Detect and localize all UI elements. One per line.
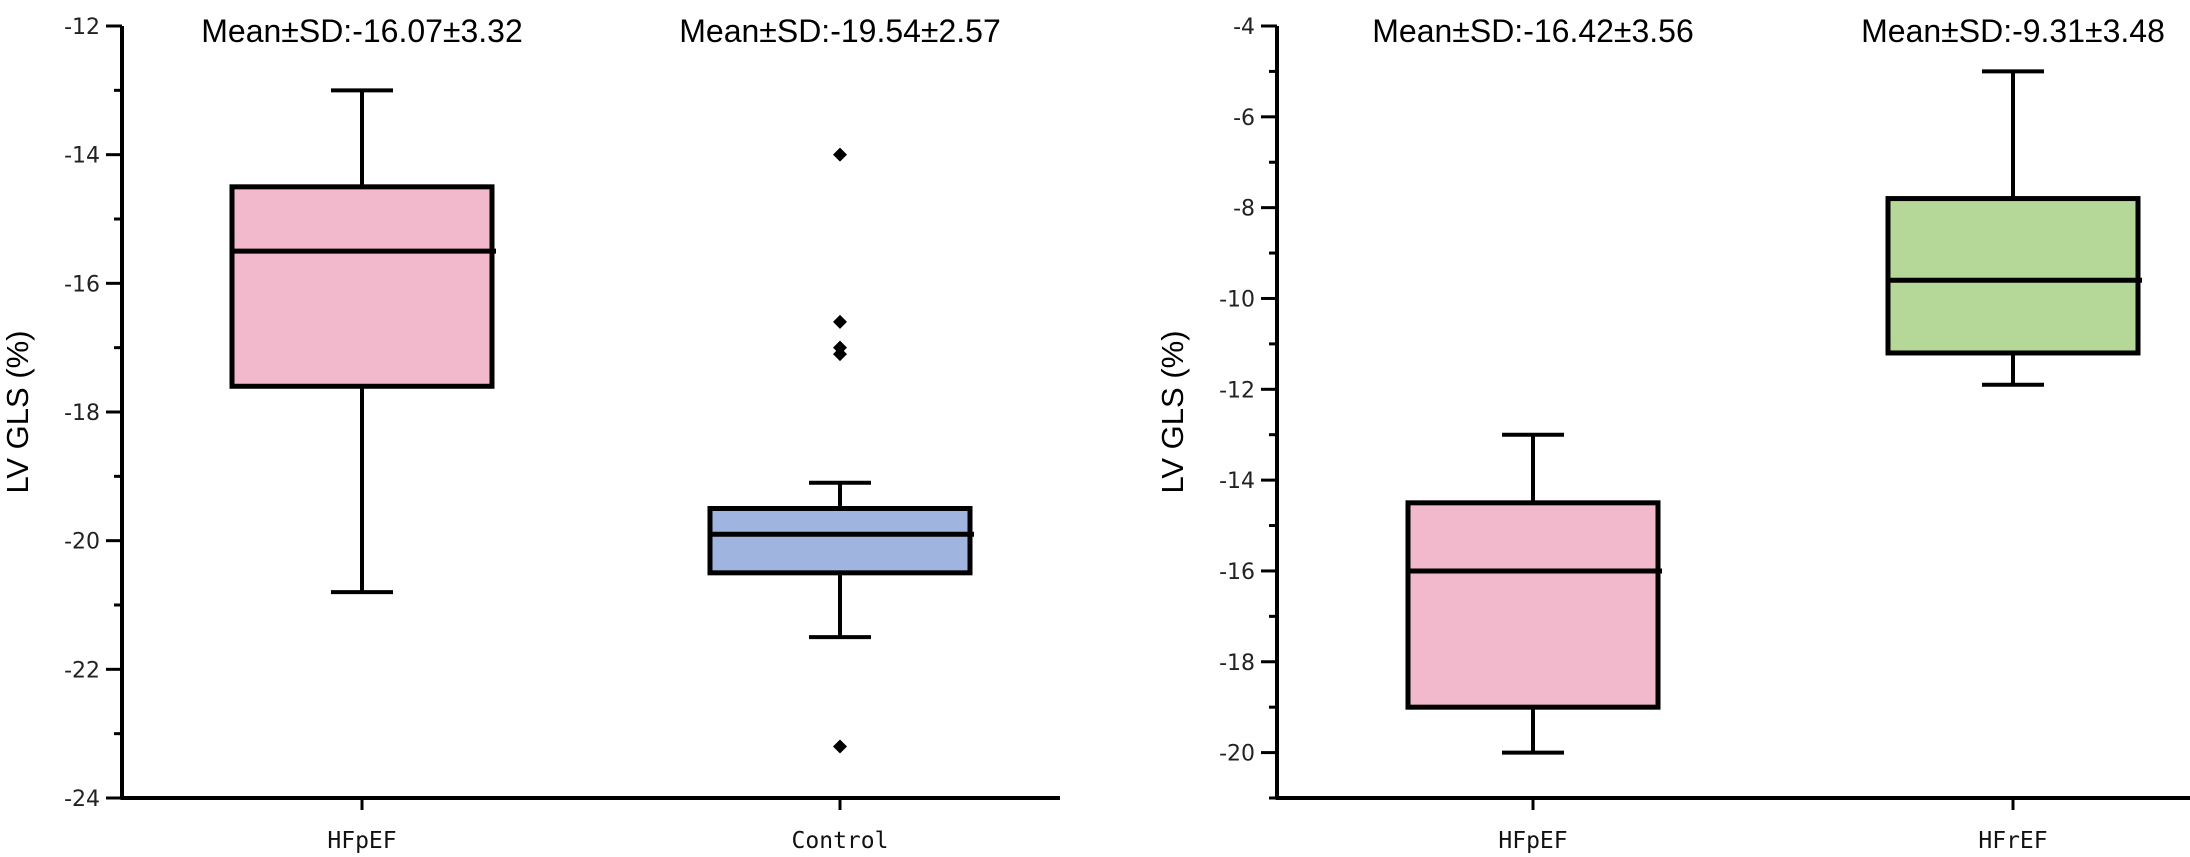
iqr-box [1885, 196, 2141, 356]
y-tick-label: -16 [64, 272, 100, 297]
y-tick-label: -12 [1219, 378, 1255, 403]
outlier-point [833, 314, 847, 329]
outlier-point [833, 147, 847, 162]
y-tick-label: -6 [1233, 106, 1255, 131]
y-tick-label: -18 [64, 401, 100, 426]
y-tick-label: -22 [64, 658, 100, 683]
x-tick-label: HFrEF [1978, 828, 2047, 854]
y-tick-label: -8 [1233, 197, 1255, 222]
iqr-box [229, 184, 495, 389]
y-tick-label: -12 [64, 15, 100, 40]
x-tick-label: HFpEF [1498, 828, 1567, 854]
y-tick-label: -14 [1219, 469, 1255, 494]
y-tick-label: -4 [1233, 15, 1255, 40]
mean-sd-annotation: Mean±SD:-16.07±3.32 [201, 13, 523, 49]
y-tick-label: -18 [1219, 651, 1255, 676]
y-axis-title: LV GLS (%) [1155, 330, 1190, 493]
y-tick-label: -20 [1219, 742, 1255, 767]
box-hfpef: Mean±SD:-16.42±3.56 [1372, 13, 1694, 755]
box-hfref: Mean±SD:-9.31±3.48 [1861, 13, 2165, 387]
iqr-box [1405, 500, 1661, 710]
outlier-point [833, 739, 847, 754]
outlier-point [833, 347, 847, 362]
box-hfpef: Mean±SD:-16.07±3.32 [201, 13, 523, 595]
mean-sd-annotation: Mean±SD:-19.54±2.57 [679, 13, 1001, 49]
y-tick-label: -24 [64, 787, 100, 812]
y-axis-title: LV GLS (%) [0, 330, 35, 493]
chart-panel-1: -12 -14 -16 -18 -20 -22 -24 LV GLS (%) HFpEF Cont… [0, 13, 1060, 854]
iqr-box [707, 506, 973, 576]
x-tick-label: HFpEF [327, 828, 396, 854]
y-tick-label: -16 [1219, 560, 1255, 585]
x-tick-label: Control [792, 828, 889, 854]
chart-panel-2: -4 -6 -8 -10 -12 -14 -16 -18 -20 LV GLS (%) HFpEF H… [1155, 13, 2190, 854]
y-tick-label: -10 [1219, 287, 1255, 312]
y-tick-label: -20 [64, 530, 100, 555]
y-tick-label: -14 [64, 144, 100, 169]
box-control: Mean±SD:-19.54±2.57 [679, 13, 1001, 754]
mean-sd-annotation: Mean±SD:-9.31±3.48 [1861, 13, 2165, 49]
mean-sd-annotation: Mean±SD:-16.42±3.56 [1372, 13, 1694, 49]
